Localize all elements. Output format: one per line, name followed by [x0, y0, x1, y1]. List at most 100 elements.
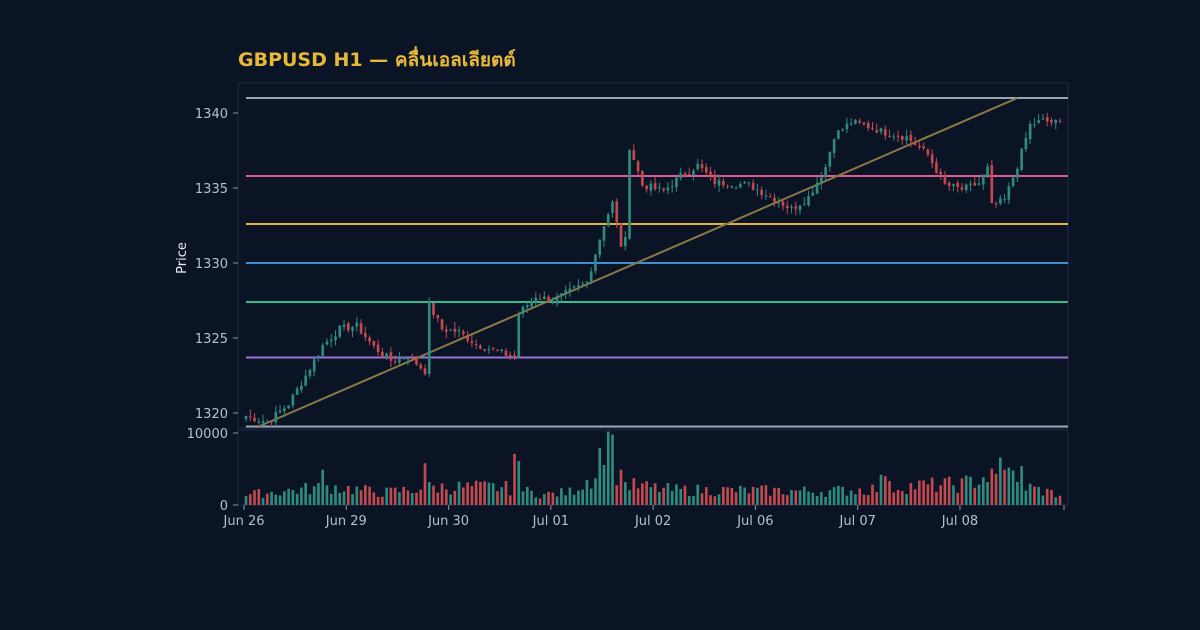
volume-bar	[734, 492, 738, 505]
price-levels	[246, 97, 1068, 428]
candle-body	[820, 177, 823, 184]
y-tick-label: 1325	[195, 332, 228, 347]
volume-bar	[824, 496, 827, 505]
candle-body	[457, 330, 461, 332]
candle-body	[773, 197, 776, 203]
volume-bar	[726, 487, 729, 505]
candle-body	[947, 182, 951, 187]
volume-bar	[444, 489, 448, 505]
candle-body	[530, 300, 533, 307]
candle-body	[632, 150, 636, 161]
volume-bar	[534, 497, 538, 505]
volume-bar	[883, 476, 887, 505]
volume-bar	[785, 495, 789, 505]
y-tick-label: 1340	[195, 107, 228, 122]
candle-body	[351, 327, 354, 331]
candle-body	[1041, 118, 1045, 120]
volume-bar	[866, 495, 870, 505]
volume-bar	[662, 487, 665, 505]
candle-body	[785, 205, 789, 209]
volume-bar	[739, 485, 742, 505]
volume-bar	[999, 457, 1002, 505]
volume-bar	[888, 481, 891, 505]
candle-body	[1011, 177, 1015, 186]
candle-body	[858, 120, 862, 123]
candle-body	[398, 357, 401, 363]
candle-body	[798, 205, 802, 211]
panel-frame	[237, 82, 1069, 506]
volume-bar	[777, 487, 781, 505]
volume-bar	[730, 488, 734, 505]
candle-body	[577, 285, 580, 287]
candle-body	[641, 171, 644, 186]
candle-body	[930, 154, 934, 164]
candle-body	[726, 185, 729, 187]
candle-body	[376, 344, 380, 353]
volume-bar	[990, 468, 994, 505]
candle-body	[308, 369, 312, 376]
volume-bar	[837, 485, 840, 505]
volume-bar	[675, 484, 678, 505]
candle-body	[500, 349, 504, 351]
candle-body	[811, 192, 815, 196]
x-tick-label: Jul 01	[532, 514, 569, 529]
volume-bar	[935, 491, 938, 505]
candle-body	[760, 189, 763, 196]
volume-bar	[287, 488, 290, 505]
volume-bar	[1007, 467, 1011, 505]
volume-bar	[1016, 481, 1019, 505]
volume-bar	[879, 474, 883, 505]
y-axis-label: Price	[175, 242, 190, 274]
candle-body	[981, 174, 985, 185]
candle-body	[896, 135, 900, 137]
volume-bar	[1050, 489, 1053, 505]
volume-bar	[679, 488, 683, 505]
volume-bar	[325, 485, 329, 505]
candle-body	[257, 421, 261, 423]
volume-bar	[376, 496, 380, 505]
candle-body	[453, 328, 457, 332]
volume-tick-label: 0	[220, 499, 228, 514]
volume-bar	[560, 488, 563, 505]
candle-body	[364, 332, 367, 338]
candle-body	[568, 288, 572, 292]
volume-bar	[666, 483, 670, 505]
candle-body	[815, 182, 819, 194]
price-panel	[237, 82, 1069, 429]
volume-bar	[500, 487, 504, 505]
candle-body	[1054, 119, 1058, 124]
candle-body	[964, 184, 968, 190]
volume-bar	[811, 492, 815, 505]
candle-body	[653, 183, 657, 189]
candle-body	[952, 184, 955, 187]
candle-body	[248, 416, 252, 418]
candle-body	[470, 341, 474, 344]
candle-body	[581, 283, 585, 285]
trend-line	[258, 97, 1018, 428]
candle-body	[427, 301, 431, 374]
candle-body	[436, 315, 440, 319]
candle-body	[415, 359, 418, 365]
volume-bar	[692, 496, 695, 505]
candle-body	[346, 323, 350, 331]
candle-body	[389, 352, 393, 361]
volume-bar	[462, 487, 465, 505]
volume-bar	[265, 493, 269, 505]
candle-body	[555, 296, 559, 304]
volume-bar	[700, 493, 704, 505]
candle-body	[334, 336, 337, 341]
volume-bar	[278, 495, 282, 505]
candle-body	[777, 202, 781, 204]
volume-bar	[491, 483, 495, 505]
volume-bar	[1033, 486, 1036, 505]
volume-bar	[261, 498, 265, 505]
volume-bar	[645, 481, 648, 505]
volume-bar	[849, 490, 853, 505]
candle-body	[1024, 138, 1028, 150]
candle-body	[764, 195, 768, 197]
volume-bar	[317, 482, 320, 505]
candle-body	[329, 339, 333, 342]
volume-bar	[551, 492, 555, 505]
candle-body	[687, 173, 691, 175]
candle-body	[662, 188, 665, 191]
